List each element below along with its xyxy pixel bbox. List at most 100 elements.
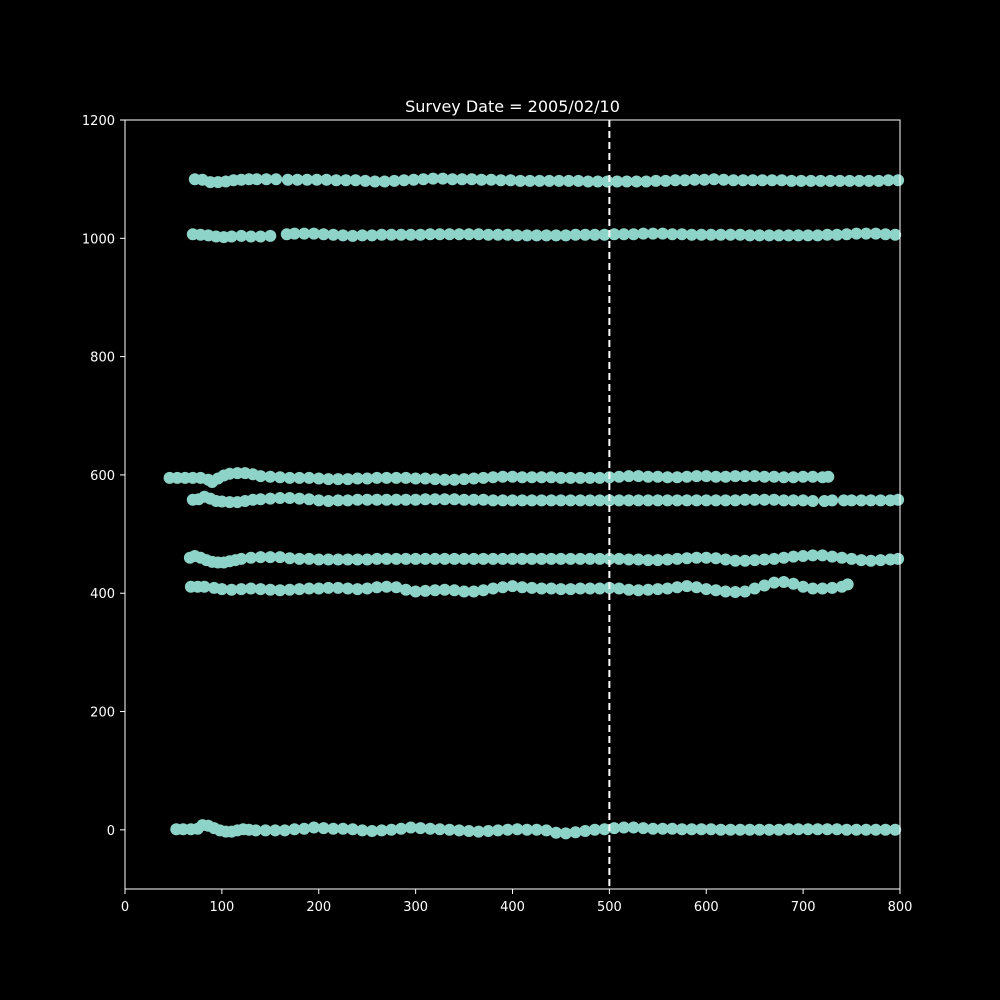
data-point-series-5 (254, 470, 267, 483)
data-point-series-1 (753, 823, 766, 836)
data-point-series-2 (506, 580, 519, 593)
data-point-series-6 (666, 228, 679, 241)
data-point-series-2 (545, 582, 558, 595)
data-point-series-4 (864, 494, 877, 507)
data-point-series-1 (482, 825, 495, 837)
data-point-series-2 (341, 582, 354, 595)
data-point-series-6 (511, 229, 524, 242)
data-point-series-2 (671, 581, 684, 594)
y-tick-label: 0 (107, 824, 115, 839)
y-tick-label: 1000 (82, 232, 115, 247)
data-point-series-2 (225, 583, 238, 596)
data-point-series-2 (390, 581, 403, 594)
data-point-series-7 (649, 174, 662, 187)
data-point-series-2 (215, 583, 228, 596)
data-point-series-5 (719, 470, 732, 483)
data-point-series-5 (496, 470, 509, 483)
data-point-series-7 (553, 174, 565, 187)
data-point-series-6 (337, 229, 349, 242)
data-point-series-6 (676, 228, 688, 241)
data-point-series-2 (487, 582, 500, 595)
data-point-series-5 (787, 471, 800, 484)
data-point-series-3 (826, 550, 839, 563)
data-point-series-7 (669, 174, 682, 187)
data-point-series-7 (270, 173, 283, 186)
data-point-series-4 (584, 494, 596, 507)
data-point-series-7 (766, 174, 779, 187)
data-point-series-6 (492, 228, 504, 241)
data-point-series-4 (419, 493, 432, 506)
data-point-series-5 (361, 472, 374, 485)
data-point-series-7 (833, 174, 846, 187)
data-point-series-5 (680, 470, 693, 483)
data-point-series-1 (404, 821, 417, 834)
data-point-series-2 (593, 582, 606, 595)
data-point-series-1 (637, 822, 650, 835)
data-point-series-1 (550, 826, 563, 839)
data-point-series-3 (254, 551, 267, 564)
data-point-series-2 (380, 580, 393, 593)
data-point-series-1 (443, 823, 456, 836)
data-point-series-3 (719, 553, 732, 566)
data-point-series-2 (632, 584, 645, 597)
data-point-series-6 (763, 229, 776, 242)
data-point-series-4 (739, 493, 751, 506)
data-point-series-1 (695, 823, 708, 836)
data-point-series-4 (758, 493, 771, 506)
data-point-series-7 (708, 173, 720, 186)
data-point-series-2 (574, 582, 587, 595)
data-point-series-2 (535, 582, 548, 595)
data-point-series-5 (264, 470, 277, 483)
data-point-series-3 (671, 552, 684, 565)
data-point-series-6 (424, 228, 437, 241)
data-point-series-6 (462, 228, 475, 241)
data-point-series-6 (530, 229, 543, 242)
data-point-series-5 (806, 470, 819, 483)
data-point-series-7 (659, 174, 672, 187)
data-point-series-5 (797, 470, 810, 483)
data-point-series-7 (824, 174, 837, 187)
data-point-series-3 (855, 554, 868, 567)
data-point-series-7 (398, 174, 410, 187)
data-point-series-2 (244, 582, 257, 595)
data-point-series-5 (700, 470, 713, 483)
data-point-series-7 (378, 175, 391, 188)
data-point-series-1 (472, 825, 485, 838)
data-point-series-6 (254, 230, 267, 243)
data-point-series-4 (341, 494, 354, 507)
data-point-series-5 (709, 470, 722, 483)
data-point-series-6 (617, 228, 630, 241)
data-point-series-3 (525, 552, 538, 565)
data-point-series-4 (671, 494, 684, 507)
data-point-series-4 (593, 494, 606, 507)
data-point-series-1 (453, 824, 466, 837)
data-point-series-5 (758, 470, 771, 483)
data-point-series-2 (651, 583, 664, 596)
data-point-series-7 (882, 174, 895, 187)
data-point-series-2 (264, 583, 277, 596)
data-point-series-6 (685, 228, 698, 241)
data-point-series-6 (889, 228, 902, 241)
data-point-series-1 (656, 822, 669, 835)
data-point-series-7 (785, 174, 798, 187)
data-point-series-6 (366, 229, 378, 242)
data-point-series-7 (688, 173, 701, 186)
data-point-series-6 (588, 228, 601, 241)
data-point-series-6 (743, 229, 756, 242)
data-point-series-1 (850, 823, 863, 836)
data-point-series-4 (535, 494, 548, 507)
data-point-series-3 (806, 549, 819, 562)
data-point-series-2 (622, 583, 635, 596)
data-point-series-6 (840, 228, 853, 241)
data-point-series-7 (892, 174, 905, 187)
data-point-series-5 (487, 471, 500, 484)
data-point-series-3 (390, 552, 403, 565)
data-point-series-6 (714, 228, 727, 241)
data-point-series-1 (705, 823, 718, 836)
data-point-series-4 (351, 493, 364, 506)
data-point-series-5 (584, 471, 596, 484)
data-point-series-2 (700, 583, 713, 596)
data-point-series-3 (535, 552, 548, 565)
data-point-series-5 (448, 473, 461, 486)
data-point-series-4 (283, 492, 296, 504)
